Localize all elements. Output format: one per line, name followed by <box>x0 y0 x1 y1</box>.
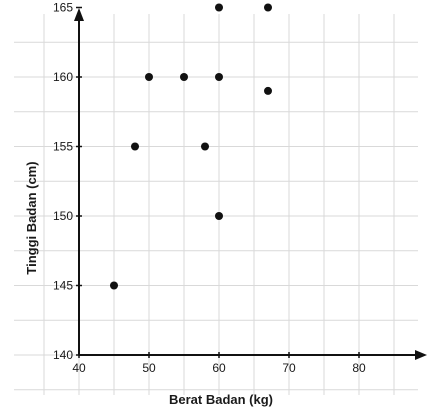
data-points <box>110 3 272 290</box>
x-tick-label: 60 <box>212 361 226 375</box>
x-tick-label: 40 <box>72 361 86 375</box>
data-point <box>215 212 223 220</box>
data-point <box>110 281 118 290</box>
x-tick-label: 50 <box>142 361 156 375</box>
chart-axes <box>74 8 427 360</box>
x-tick-label: 70 <box>282 361 296 375</box>
y-tick-label: 165 <box>53 1 73 15</box>
data-point <box>180 73 188 81</box>
tick-labels: 4050607080140145150155160165170175180 <box>53 1 366 376</box>
data-point <box>264 3 272 12</box>
data-point <box>145 73 153 81</box>
y-axis-label: Tinggi Badan (cm) <box>24 161 39 274</box>
y-tick-label: 150 <box>53 209 73 223</box>
x-tick-label: 80 <box>352 361 366 375</box>
y-tick-label: 140 <box>53 348 73 362</box>
data-point <box>201 142 209 151</box>
data-point <box>264 86 272 95</box>
y-tick-label: 145 <box>53 279 73 293</box>
data-point <box>215 3 223 12</box>
y-tick-label: 155 <box>53 140 73 154</box>
x-axis-arrow-icon <box>415 350 427 360</box>
data-point <box>215 73 223 81</box>
y-tick-label: 160 <box>53 70 73 84</box>
chart-grid <box>14 14 418 395</box>
y-axis-arrow-icon <box>74 8 84 21</box>
x-axis-label: Berat Badan (kg) <box>169 392 273 407</box>
data-point <box>131 142 139 151</box>
